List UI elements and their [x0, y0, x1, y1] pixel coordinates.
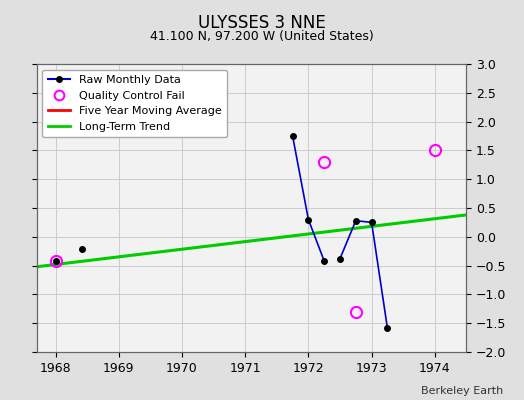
- Y-axis label: Temperature Anomaly (°C): Temperature Anomaly (°C): [523, 124, 524, 292]
- Legend: Raw Monthly Data, Quality Control Fail, Five Year Moving Average, Long-Term Tren: Raw Monthly Data, Quality Control Fail, …: [42, 70, 227, 137]
- Text: ULYSSES 3 NNE: ULYSSES 3 NNE: [198, 14, 326, 32]
- Text: 41.100 N, 97.200 W (United States): 41.100 N, 97.200 W (United States): [150, 30, 374, 43]
- Text: Berkeley Earth: Berkeley Earth: [421, 386, 503, 396]
